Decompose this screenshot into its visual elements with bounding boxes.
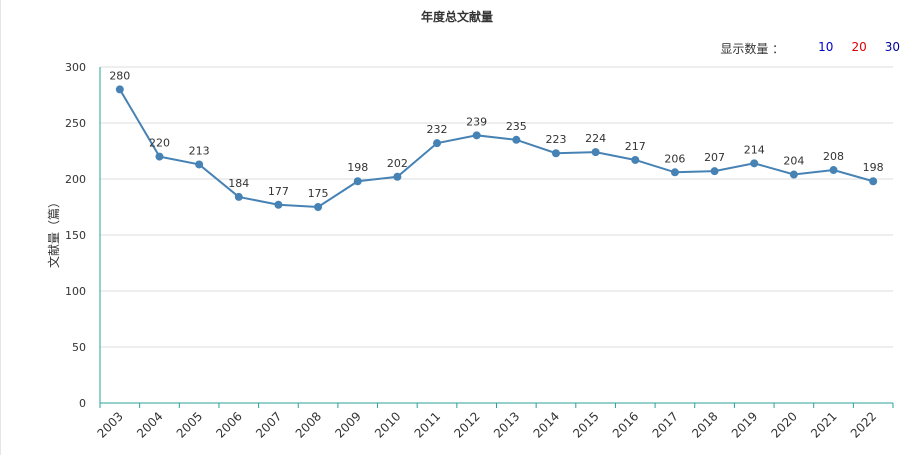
x-tick-label: 2018: [689, 409, 720, 440]
data-label: 214: [744, 143, 765, 156]
data-point: [433, 139, 442, 148]
data-point: [115, 85, 124, 94]
data-point: [234, 192, 243, 201]
data-point: [274, 200, 283, 209]
data-label: 235: [506, 120, 527, 133]
data-label: 204: [783, 155, 804, 168]
data-label: 223: [545, 133, 566, 146]
series-line: [118, 88, 874, 209]
x-tick-label: 2022: [848, 409, 879, 440]
x-tick-label: 2012: [451, 409, 482, 440]
data-point: [869, 177, 878, 186]
data-label: 208: [823, 150, 844, 163]
x-tick-label: 2013: [491, 409, 522, 440]
data-label: 280: [109, 69, 130, 82]
count-option-30[interactable]: 30: [884, 40, 900, 54]
y-tick-label: 300: [65, 61, 86, 74]
data-point: [314, 203, 323, 211]
chart-title: 年度总文献量: [420, 10, 493, 24]
data-point: [631, 155, 640, 164]
data-point: [670, 168, 679, 177]
display-count-selector: 显示数量 ： 10 20 30: [720, 40, 900, 57]
y-tick-label: 200: [65, 173, 86, 186]
data-label: 239: [466, 115, 487, 128]
y-tick-label: 150: [65, 229, 86, 242]
x-tick-label: 2017: [650, 409, 681, 440]
data-point: [829, 166, 838, 175]
x-tick-label: 2020: [768, 409, 799, 440]
data-label: 177: [268, 185, 289, 198]
count-option-10[interactable]: 10: [818, 40, 834, 54]
data-label: 175: [308, 187, 329, 200]
x-tick-label: 2016: [610, 409, 641, 440]
data-point: [353, 177, 362, 186]
data-label: 198: [863, 161, 884, 174]
data-label: 217: [625, 140, 646, 153]
data-point: [155, 152, 164, 161]
x-tick-label: 2011: [412, 409, 443, 440]
display-count-label: 显示数量 ：: [720, 42, 785, 56]
x-tick-label: 2015: [570, 409, 601, 440]
data-point: [710, 167, 719, 176]
data-label: 184: [228, 177, 249, 190]
data-label: 202: [387, 157, 408, 170]
x-tick-label: 2021: [808, 409, 839, 440]
y-tick-label: 250: [65, 117, 86, 130]
x-tick-label: 2007: [253, 409, 284, 440]
y-tick-label: 50: [72, 341, 86, 354]
data-label: 207: [704, 151, 725, 164]
x-tick-label: 2004: [134, 409, 165, 440]
x-tick-label: 2009: [332, 409, 363, 440]
x-tick-label: 2010: [372, 409, 403, 440]
data-point: [789, 170, 798, 179]
data-point: [472, 131, 481, 140]
data-point: [591, 148, 600, 157]
data-label: 220: [149, 137, 170, 150]
data-label: 213: [189, 144, 210, 157]
data-point: [512, 135, 521, 144]
data-point: [195, 160, 204, 169]
y-tick-label: 100: [65, 285, 86, 298]
data-label: 206: [664, 152, 685, 165]
x-tick-label: 2003: [94, 409, 125, 440]
y-axis-label: 文献量（篇）: [46, 196, 61, 268]
data-point: [750, 159, 759, 168]
data-point: [551, 149, 560, 158]
x-tick-label: 2019: [729, 409, 760, 440]
count-option-20[interactable]: 20: [851, 40, 867, 54]
x-tick-label: 2008: [293, 409, 324, 440]
left-border: [0, 0, 1, 455]
x-tick-label: 2014: [531, 409, 562, 440]
y-tick-label: 0: [79, 397, 86, 410]
x-tick-label: 2006: [213, 409, 244, 440]
x-tick-label: 2005: [174, 409, 205, 440]
data-label: 224: [585, 132, 606, 145]
data-label: 232: [427, 123, 448, 136]
data-label: 198: [347, 161, 368, 174]
data-point: [393, 172, 402, 181]
